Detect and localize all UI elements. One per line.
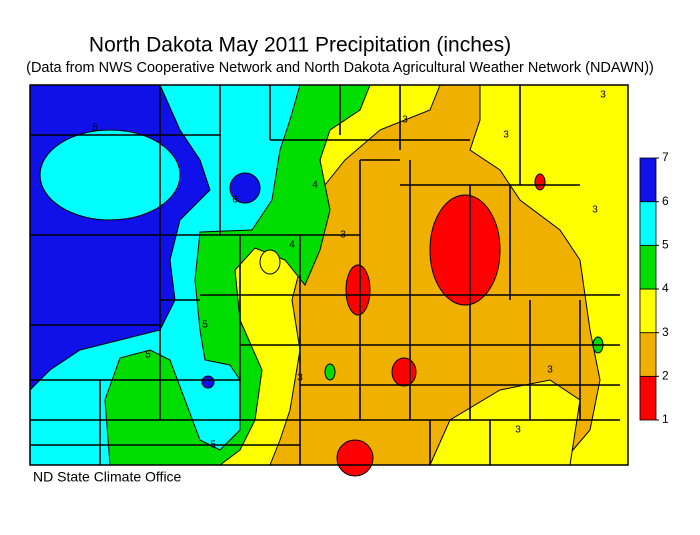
contour-label: 3 — [297, 373, 303, 384]
contour-label: 4 — [312, 180, 318, 191]
legend-label: 6 — [662, 194, 669, 208]
legend-swatch — [639, 201, 657, 246]
legend-label: 5 — [662, 238, 669, 252]
region — [39, 129, 181, 221]
region — [201, 375, 215, 389]
title: North Dakota May 2011 Precipitation (inc… — [89, 34, 511, 57]
map-border — [29, 84, 629, 466]
contour-label: 4 — [289, 240, 295, 251]
contour-label: 3 — [600, 90, 606, 101]
legend-label: 2 — [662, 369, 669, 383]
region — [229, 172, 261, 204]
legend-label: 1 — [662, 412, 669, 426]
legend-swatch — [639, 375, 657, 421]
region — [429, 194, 501, 306]
contour-label: 5 — [210, 440, 216, 451]
contour-label: 3 — [547, 365, 553, 376]
region — [534, 173, 546, 191]
contour-label: 3 — [515, 425, 521, 436]
contour-label: 3 — [592, 205, 598, 216]
legend-swatch — [639, 157, 657, 203]
credit: ND State Climate Office — [33, 469, 182, 485]
contour-label: 6 — [232, 195, 238, 206]
legend-label: 7 — [662, 150, 669, 164]
contour-label: 5 — [145, 350, 151, 361]
legend: 1 2 3 4 5 6 7 — [639, 150, 669, 426]
region — [345, 264, 371, 316]
legend-label: 3 — [662, 325, 669, 339]
contour-label: 5 — [202, 320, 208, 331]
map-area: 5 6 4 4 5 5 5 3 3 3 3 3 3 3 3 — [29, 84, 629, 477]
contour-label: 3 — [402, 115, 408, 126]
legend-swatch — [639, 288, 657, 334]
region — [324, 363, 336, 381]
county-lines — [30, 85, 620, 465]
region — [391, 357, 417, 387]
contour-label: 3 — [503, 130, 509, 141]
region — [336, 439, 374, 477]
region — [259, 249, 281, 275]
contour-label: 5 — [92, 123, 98, 134]
legend-swatch — [639, 332, 657, 377]
legend-swatch — [639, 244, 657, 290]
contour-label: 3 — [340, 230, 346, 241]
subtitle: (Data from NWS Cooperative Network and N… — [26, 60, 654, 76]
legend-label: 4 — [662, 281, 669, 295]
